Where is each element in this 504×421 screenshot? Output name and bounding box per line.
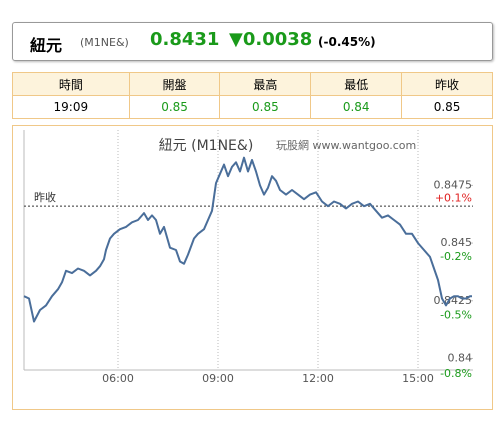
change: ▼0.0038 xyxy=(229,29,313,50)
price-line xyxy=(23,156,472,323)
header-cell: 最低 xyxy=(310,72,403,96)
y2-tick-label: -0.8% xyxy=(440,367,472,380)
header-cell: 開盤 xyxy=(128,72,221,96)
cell: 0.85 xyxy=(401,95,493,119)
y2-tick-label: -0.5% xyxy=(440,309,472,322)
chart-frame xyxy=(12,125,493,410)
reference-label: 昨收 xyxy=(34,190,56,204)
cell: 19:09 xyxy=(12,95,130,119)
x-tick-label: 12:00 xyxy=(302,372,334,385)
y2-tick-label: +0.1% xyxy=(435,192,472,205)
y-tick-label: 0.84 xyxy=(448,351,473,364)
x-tick-label: 15:00 xyxy=(402,372,434,385)
x-tick-label: 06:00 xyxy=(102,372,134,385)
code: (M1NE&) xyxy=(80,36,129,49)
y-tick-label: 0.845 xyxy=(441,236,473,249)
header-cell: 昨收 xyxy=(401,72,493,96)
x-tick-label: 09:00 xyxy=(202,372,234,385)
header-cell: 時間 xyxy=(12,72,130,96)
cell: 0.84 xyxy=(310,95,403,119)
chart-title: 紐元 (M1NE&) xyxy=(159,138,254,154)
quote-header: 紐元 (M1NE&) 0.8431 ▼0.0038 (-0.45%) xyxy=(12,22,493,61)
cell: 0.85 xyxy=(128,95,221,119)
y2-tick-label: -0.2% xyxy=(440,250,472,263)
y-tick-label: 0.8425 xyxy=(434,294,473,307)
price: 0.8431 xyxy=(150,29,220,50)
change-pct: (-0.45%) xyxy=(318,35,376,49)
quote-table: 時間 開盤 最高 最低 昨收 19:09 0.85 0.85 0.84 0.85 xyxy=(12,72,493,119)
y-tick-label: 0.8475 xyxy=(434,178,473,191)
cell: 0.85 xyxy=(219,95,312,119)
chart-subtitle: 玩股網 www.wantgoo.com xyxy=(276,138,416,152)
header-cell: 最高 xyxy=(219,72,312,96)
name: 紐元 xyxy=(30,36,63,55)
